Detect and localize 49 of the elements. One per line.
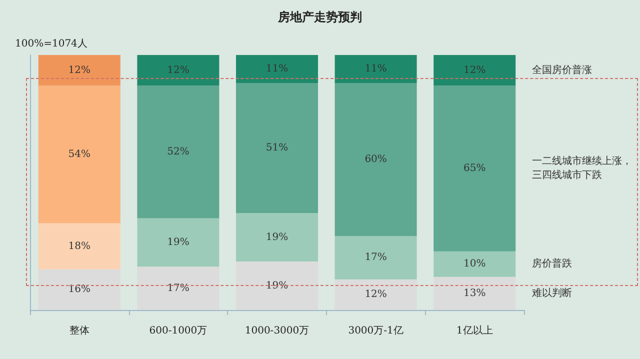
data-label: 65% (463, 162, 486, 174)
series-label: 房价普跌 (532, 258, 572, 270)
data-label: 12% (167, 64, 190, 76)
bar (38, 223, 120, 270)
series-label: 一二线城市继续上涨，三四线城市下跌 (532, 154, 632, 181)
x-tick-label: 600-1000万 (149, 326, 208, 336)
bar (236, 55, 318, 84)
data-label: 10% (463, 258, 486, 270)
data-label: 12% (68, 64, 91, 76)
x-tick-label: 1000-3000万 (244, 326, 310, 336)
bar (334, 55, 417, 84)
bar (38, 55, 120, 86)
bar (38, 269, 120, 310)
x-tick-label: 3000万-1亿 (348, 326, 404, 336)
data-label: 52% (167, 146, 190, 158)
data-label: 12% (463, 64, 486, 76)
data-label: 19% (167, 236, 190, 248)
bar (434, 55, 516, 86)
bar (38, 86, 120, 224)
data-label: 17% (364, 252, 387, 264)
text: 100%=1074人 (15, 38, 88, 50)
bar (434, 86, 516, 252)
bar (137, 55, 220, 86)
bar (137, 86, 220, 218)
x-tick-label: 1亿以上 (456, 324, 493, 336)
bar (236, 83, 318, 214)
data-label: 11% (364, 64, 387, 75)
data-label: 51% (266, 142, 288, 154)
chart-title: 房地产走势预判 (277, 10, 362, 24)
series-label: 全国房价普涨 (532, 64, 592, 76)
bar (334, 83, 417, 236)
bar (137, 218, 220, 267)
data-label: 12% (364, 289, 387, 300)
bar (334, 236, 417, 280)
bar (236, 262, 318, 310)
data-label: 17% (167, 282, 190, 294)
data-label: 13% (463, 288, 486, 299)
data-label: 54% (68, 148, 91, 160)
bar (434, 251, 516, 277)
bar (334, 279, 417, 310)
data-label: 18% (68, 240, 91, 252)
series-label: 难以判断 (532, 286, 572, 299)
bar (236, 213, 318, 262)
bar (434, 276, 516, 310)
data-label: 11% (266, 64, 288, 75)
x-tick-label: 整体 (69, 324, 90, 336)
bar (137, 266, 220, 310)
data-label: 60% (364, 154, 387, 166)
data-label: 19% (266, 232, 288, 243)
